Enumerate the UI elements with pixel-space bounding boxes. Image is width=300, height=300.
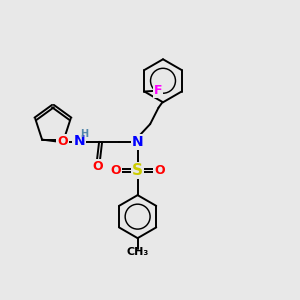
Text: O: O: [57, 135, 68, 148]
Text: H: H: [80, 129, 88, 139]
Text: O: O: [92, 160, 103, 173]
Text: N: N: [132, 135, 143, 149]
Text: N: N: [73, 134, 85, 148]
Text: O: O: [154, 164, 165, 177]
Text: F: F: [154, 84, 162, 98]
Text: CH₃: CH₃: [127, 248, 149, 257]
Text: O: O: [110, 164, 121, 177]
Text: S: S: [132, 163, 143, 178]
